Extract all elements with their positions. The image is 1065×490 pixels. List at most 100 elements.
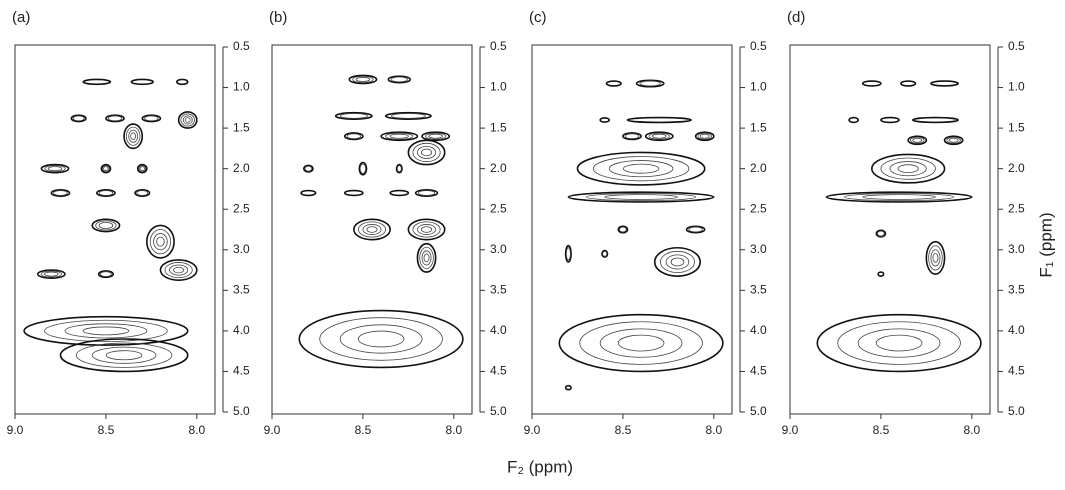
peak-contour-inner: [586, 193, 697, 202]
peak-contour: [416, 242, 437, 273]
peak-contour-inner: [44, 165, 66, 173]
peak-contour-inner: [47, 166, 63, 172]
peak-contour-inner: [602, 250, 608, 257]
y-tick-label: 4.5: [490, 364, 507, 378]
y-tick-label: 3.5: [1008, 283, 1025, 297]
peak-contour-inner: [139, 166, 145, 172]
peak-contour-inner: [910, 136, 925, 144]
peak-contour-inner: [948, 137, 959, 143]
peak-contour-inner: [156, 236, 165, 247]
peaks: [816, 80, 982, 373]
peak-contour-inner: [665, 254, 690, 270]
peak-contour: [303, 164, 314, 173]
peak-contour-inner: [912, 137, 923, 143]
peak-contour-inner: [357, 330, 405, 348]
peak-contour-inner: [946, 136, 961, 144]
peak-contour-inner: [421, 226, 433, 233]
peak-contour-inner: [355, 77, 371, 82]
peaks: [23, 78, 198, 373]
y-tick-label: 2.5: [490, 201, 507, 215]
peak-contour: [694, 131, 715, 142]
peak-contour-inner: [648, 132, 670, 140]
peak-contour: [626, 116, 692, 124]
x-tick-label: 9.0: [782, 423, 799, 437]
x-tick-label: 8.5: [873, 423, 890, 437]
peak-contour-inner: [362, 224, 382, 235]
peak-contour-inner: [423, 253, 430, 263]
peak-contour: [380, 131, 419, 142]
panel-title: (b): [269, 9, 287, 26]
y-tick-label: 2.0: [1008, 161, 1025, 175]
peak-contour-inner: [169, 264, 189, 276]
peak-contour-inner: [91, 346, 157, 364]
y-tick-label: 4.0: [1008, 323, 1025, 337]
x-tick-label: 8.0: [445, 423, 462, 437]
peak-contour-inner: [100, 271, 112, 277]
peak-contour-inner: [339, 113, 368, 119]
x-tick-label: 9.0: [264, 423, 281, 437]
peak-contour-inner: [619, 226, 627, 233]
peak-contour-inner: [385, 132, 414, 140]
y-tick-label: 2.5: [1008, 201, 1025, 215]
y-tick-label: 5.0: [490, 404, 507, 418]
peak-contour: [617, 225, 629, 234]
peak-contour-inner: [53, 190, 68, 196]
x-axis-label: F₂ (ppm): [507, 457, 573, 476]
peak-contour: [564, 244, 572, 263]
x-tick-label: 8.0: [705, 423, 722, 437]
peak-contour: [605, 80, 622, 87]
y-tick-label: 1.5: [233, 120, 250, 134]
y-tick-label: 4.0: [233, 323, 250, 337]
y-tick-label: 4.5: [233, 364, 250, 378]
peak-contour-inner: [421, 250, 432, 266]
peak-contour-inner: [417, 145, 437, 159]
peak-contour-inner: [346, 133, 362, 140]
y-tick-label: 5.0: [1008, 404, 1025, 418]
peak-contour: [387, 75, 411, 84]
peak-contour-inner: [144, 115, 159, 122]
peak-contour: [825, 191, 973, 203]
peak-contour-inner: [670, 257, 685, 267]
y-tick-label: 0.5: [233, 39, 250, 53]
peak-contour-inner: [660, 250, 695, 273]
peak-contour: [36, 269, 66, 279]
peak-contour: [599, 117, 611, 123]
peak-contour-inner: [319, 317, 443, 361]
peak-contour: [100, 163, 112, 174]
panel-title: (a): [12, 9, 30, 26]
peak-contour-inner: [182, 115, 193, 125]
peak-contour: [23, 315, 189, 346]
peak-contour: [871, 153, 946, 184]
peak-contour: [70, 114, 87, 123]
peak-contour: [861, 80, 882, 87]
y-tick-label: 1.5: [750, 120, 767, 134]
peak-contour-inner: [396, 165, 402, 173]
peak-contour-inner: [652, 133, 667, 139]
peak-contour-inner: [421, 148, 433, 157]
peak-contour-inner: [428, 133, 443, 139]
peak-contour: [159, 259, 198, 281]
peak-contour: [558, 313, 724, 373]
y-tick-label: 1.0: [1008, 80, 1025, 94]
peak-contour-inner: [857, 328, 941, 358]
x-tick-label: 8.5: [98, 423, 115, 437]
y-tick-label: 3.0: [750, 242, 767, 256]
peak-contour: [40, 163, 70, 174]
peak-contour-inner: [359, 163, 367, 174]
y-tick-label: 2.0: [750, 161, 767, 175]
y-tick-label: 5.0: [750, 404, 767, 418]
peak-contour-inner: [72, 115, 85, 122]
peak-contour: [407, 218, 446, 241]
x-tick-label: 8.5: [615, 423, 632, 437]
peak-contour: [925, 240, 946, 275]
peak-contour: [875, 229, 887, 238]
peak-contour: [134, 188, 151, 198]
peak-contour: [146, 224, 175, 259]
y-tick-label: 4.5: [750, 364, 767, 378]
y-tick-label: 3.0: [1008, 242, 1025, 256]
peak-contour: [877, 271, 885, 277]
peak-contour-inner: [928, 245, 943, 271]
panel-title: (d): [787, 9, 805, 26]
y-tick-label: 5.0: [233, 404, 250, 418]
